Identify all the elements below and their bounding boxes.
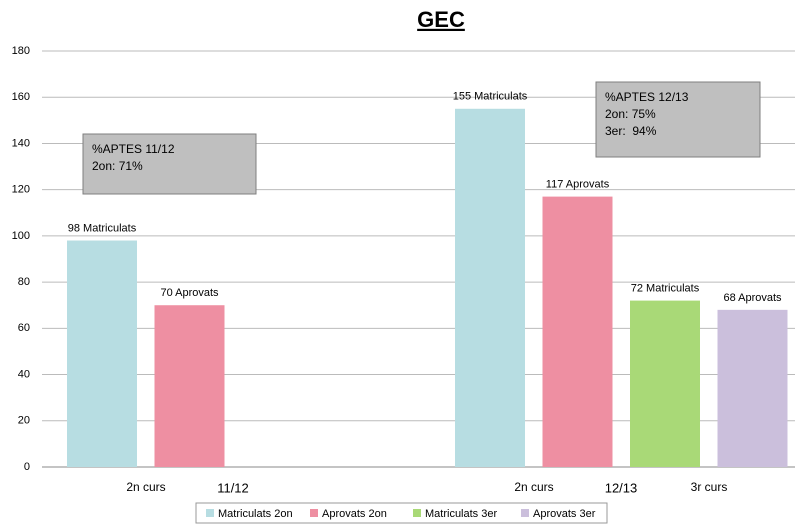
annotation-box [595, 81, 761, 158]
annotation-text: 3er: 94% [605, 124, 657, 138]
y-tick-label: 20 [18, 415, 30, 427]
bar [542, 196, 613, 467]
data-label: 70 Aprovats [160, 287, 219, 299]
y-tick-label: 100 [12, 230, 30, 242]
x-tick-label: 12/13 [605, 480, 638, 495]
y-tick-label: 0 [24, 461, 30, 473]
y-tick-label: 140 [12, 137, 30, 149]
subgroup-label: 2n curs [126, 480, 165, 494]
annotation-text: 2on: 71% [92, 159, 143, 173]
legend-swatch [310, 509, 318, 517]
annotation-text: 2on: 75% [605, 107, 656, 121]
bar [630, 300, 700, 467]
y-tick-label: 120 [12, 184, 30, 196]
bar [67, 240, 137, 467]
data-label: 68 Aprovats [723, 292, 782, 304]
annotation-text: %APTES 11/12 [92, 142, 175, 156]
data-label: 72 Matriculats [631, 283, 700, 295]
bar [717, 309, 788, 467]
legend-label: Matriculats 2on [218, 508, 293, 520]
annotation-box [82, 133, 257, 195]
y-tick-label: 40 [18, 368, 30, 380]
data-label: 98 Matriculats [68, 222, 137, 234]
y-tick-label: 160 [12, 91, 30, 103]
subgroup-label: 3r curs [691, 480, 728, 494]
legend-label: Aprovats 2on [322, 508, 387, 520]
x-tick-label: 11/12 [217, 480, 249, 495]
data-label: 117 Aprovats [546, 179, 610, 191]
y-tick-label: 180 [12, 45, 30, 57]
annotation-text: %APTES 12/13 [605, 90, 689, 104]
chart-title: GEC [417, 7, 465, 32]
legend-swatch [521, 509, 529, 517]
bar [455, 108, 525, 468]
legend-label: Matriculats 3er [425, 508, 497, 520]
data-label: 155 Matriculats [453, 91, 528, 103]
y-tick-label: 80 [18, 276, 30, 288]
legend-label: Aprovats 3er [533, 508, 596, 520]
y-tick-label: 60 [18, 322, 30, 334]
subgroup-label: 2n curs [514, 480, 553, 494]
legend-box [195, 502, 608, 524]
legend-swatch [206, 509, 214, 517]
legend-swatch [413, 509, 421, 517]
bar [154, 305, 225, 467]
